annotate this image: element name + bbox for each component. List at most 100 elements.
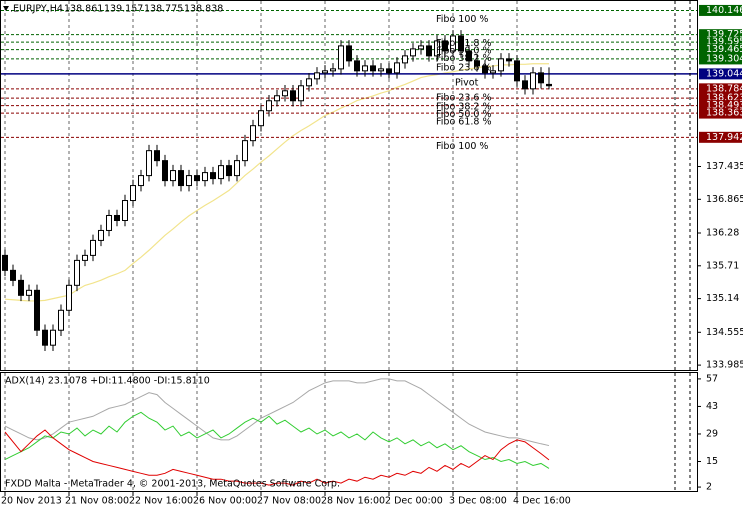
level-value: 138.493	[706, 100, 743, 111]
ohlc-low: 138.775	[144, 4, 183, 15]
candle-body	[354, 60, 360, 72]
candle-body	[466, 50, 472, 62]
level-box	[699, 4, 742, 16]
candle-body	[322, 70, 328, 74]
candle-body	[130, 185, 136, 202]
x-tick-label: 2 Dec 00:00	[385, 496, 443, 507]
menu-arrow[interactable]	[3, 6, 9, 11]
candle-body	[346, 45, 352, 62]
candle-body	[314, 72, 320, 80]
level-value: 139.304	[706, 53, 743, 64]
x-tick-label: 28 Nov 16:00	[321, 496, 385, 507]
candle-body	[482, 65, 488, 74]
level-value: 140.146	[706, 5, 743, 16]
candle-body	[538, 72, 544, 84]
y-tick-label: 135.71	[706, 260, 739, 271]
level-label: Fibo 61.8 %	[436, 38, 491, 49]
level-label: Pivot	[455, 77, 479, 88]
level-box	[699, 68, 742, 80]
level-box	[699, 107, 742, 119]
ohlc-open: 138.861	[64, 4, 103, 15]
candle-body	[266, 100, 272, 112]
candle-body	[394, 62, 400, 74]
candle-body	[202, 172, 208, 182]
candle-body	[330, 68, 336, 72]
candle-body	[338, 45, 344, 70]
candle-body	[250, 125, 256, 142]
candle-body	[506, 58, 512, 62]
candle-body	[42, 329, 48, 346]
candle-body	[138, 175, 144, 187]
candle-body	[378, 68, 384, 72]
candle-body	[498, 58, 504, 72]
level-label: Fibo 50.0 %	[436, 46, 491, 57]
candle-body	[546, 83, 552, 87]
candle-body	[258, 110, 264, 127]
level-box	[699, 53, 742, 65]
level-box	[699, 83, 742, 95]
level-label: Fibo 23.6 %	[436, 62, 491, 73]
candle-body	[82, 254, 88, 261]
y-tick-label: 136.28	[706, 227, 739, 238]
y-tick-label: 57	[706, 373, 718, 384]
candle-body	[186, 175, 192, 187]
candle-body	[98, 229, 104, 241]
level-box	[699, 29, 742, 41]
candle-body	[74, 259, 80, 286]
footer: FXDD Malta - MetaTrader 4, © 2001-2013, …	[5, 479, 340, 490]
y-tick-label: 29	[706, 428, 718, 439]
candle-body	[426, 45, 432, 57]
candle-body	[194, 175, 200, 182]
level-label: Fibo 38.2 %	[436, 53, 491, 64]
level-box	[699, 92, 742, 104]
y-tick-label: 136.865	[706, 194, 743, 205]
candle-body	[530, 72, 536, 90]
y-tick-label: 2	[706, 482, 712, 493]
x-tick-label: 4 Dec 16:00	[513, 496, 571, 507]
x-tick-label: 21 Nov 08:00	[65, 496, 129, 507]
candle-body	[10, 269, 16, 281]
candle-body	[474, 60, 480, 67]
candle-body	[26, 289, 32, 296]
candle-body	[210, 172, 216, 180]
candle-body	[450, 35, 456, 52]
y-tick-label: 15	[706, 456, 718, 467]
level-value: 139.725	[706, 29, 743, 40]
candle-body	[226, 165, 232, 177]
candle-body	[418, 45, 424, 50]
level-value: 139.595	[706, 37, 743, 48]
candle-body	[370, 65, 376, 72]
candle-body	[434, 40, 440, 57]
y-tick-label: 133.985	[706, 360, 743, 371]
level-label: Fibo 61.8 %	[436, 117, 491, 128]
candle-body	[242, 140, 248, 162]
candle-body	[234, 160, 240, 177]
candle-body	[274, 95, 280, 102]
level-label: Fibo 23.6 %	[436, 92, 491, 103]
candle-body	[162, 160, 168, 182]
candle-body	[2, 254, 8, 271]
indicator-frame	[0, 372, 698, 492]
candle-body	[282, 90, 288, 97]
level-value: 138.363	[706, 108, 743, 119]
candle-body	[178, 170, 184, 187]
candle-body	[458, 35, 464, 52]
level-box	[699, 131, 742, 143]
indicator-line	[4, 411, 550, 469]
candle-body	[362, 65, 368, 72]
candle-body	[66, 284, 72, 311]
candle-body	[306, 78, 312, 87]
candle-body	[490, 70, 496, 74]
ohlc-high: 139.157	[104, 4, 143, 15]
level-box	[699, 100, 742, 112]
candle-body	[18, 279, 24, 296]
candle-body	[114, 214, 120, 222]
y-tick-label: 43	[706, 401, 718, 412]
y-tick-label: 137.435	[706, 161, 743, 172]
candle-body	[514, 60, 520, 82]
y-tick-label: 134.555	[706, 327, 743, 338]
ohlc-close: 138.838	[184, 4, 223, 15]
level-label: Fibo 100 %	[436, 14, 488, 25]
x-tick-label: 27 Nov 08:00	[257, 496, 321, 507]
